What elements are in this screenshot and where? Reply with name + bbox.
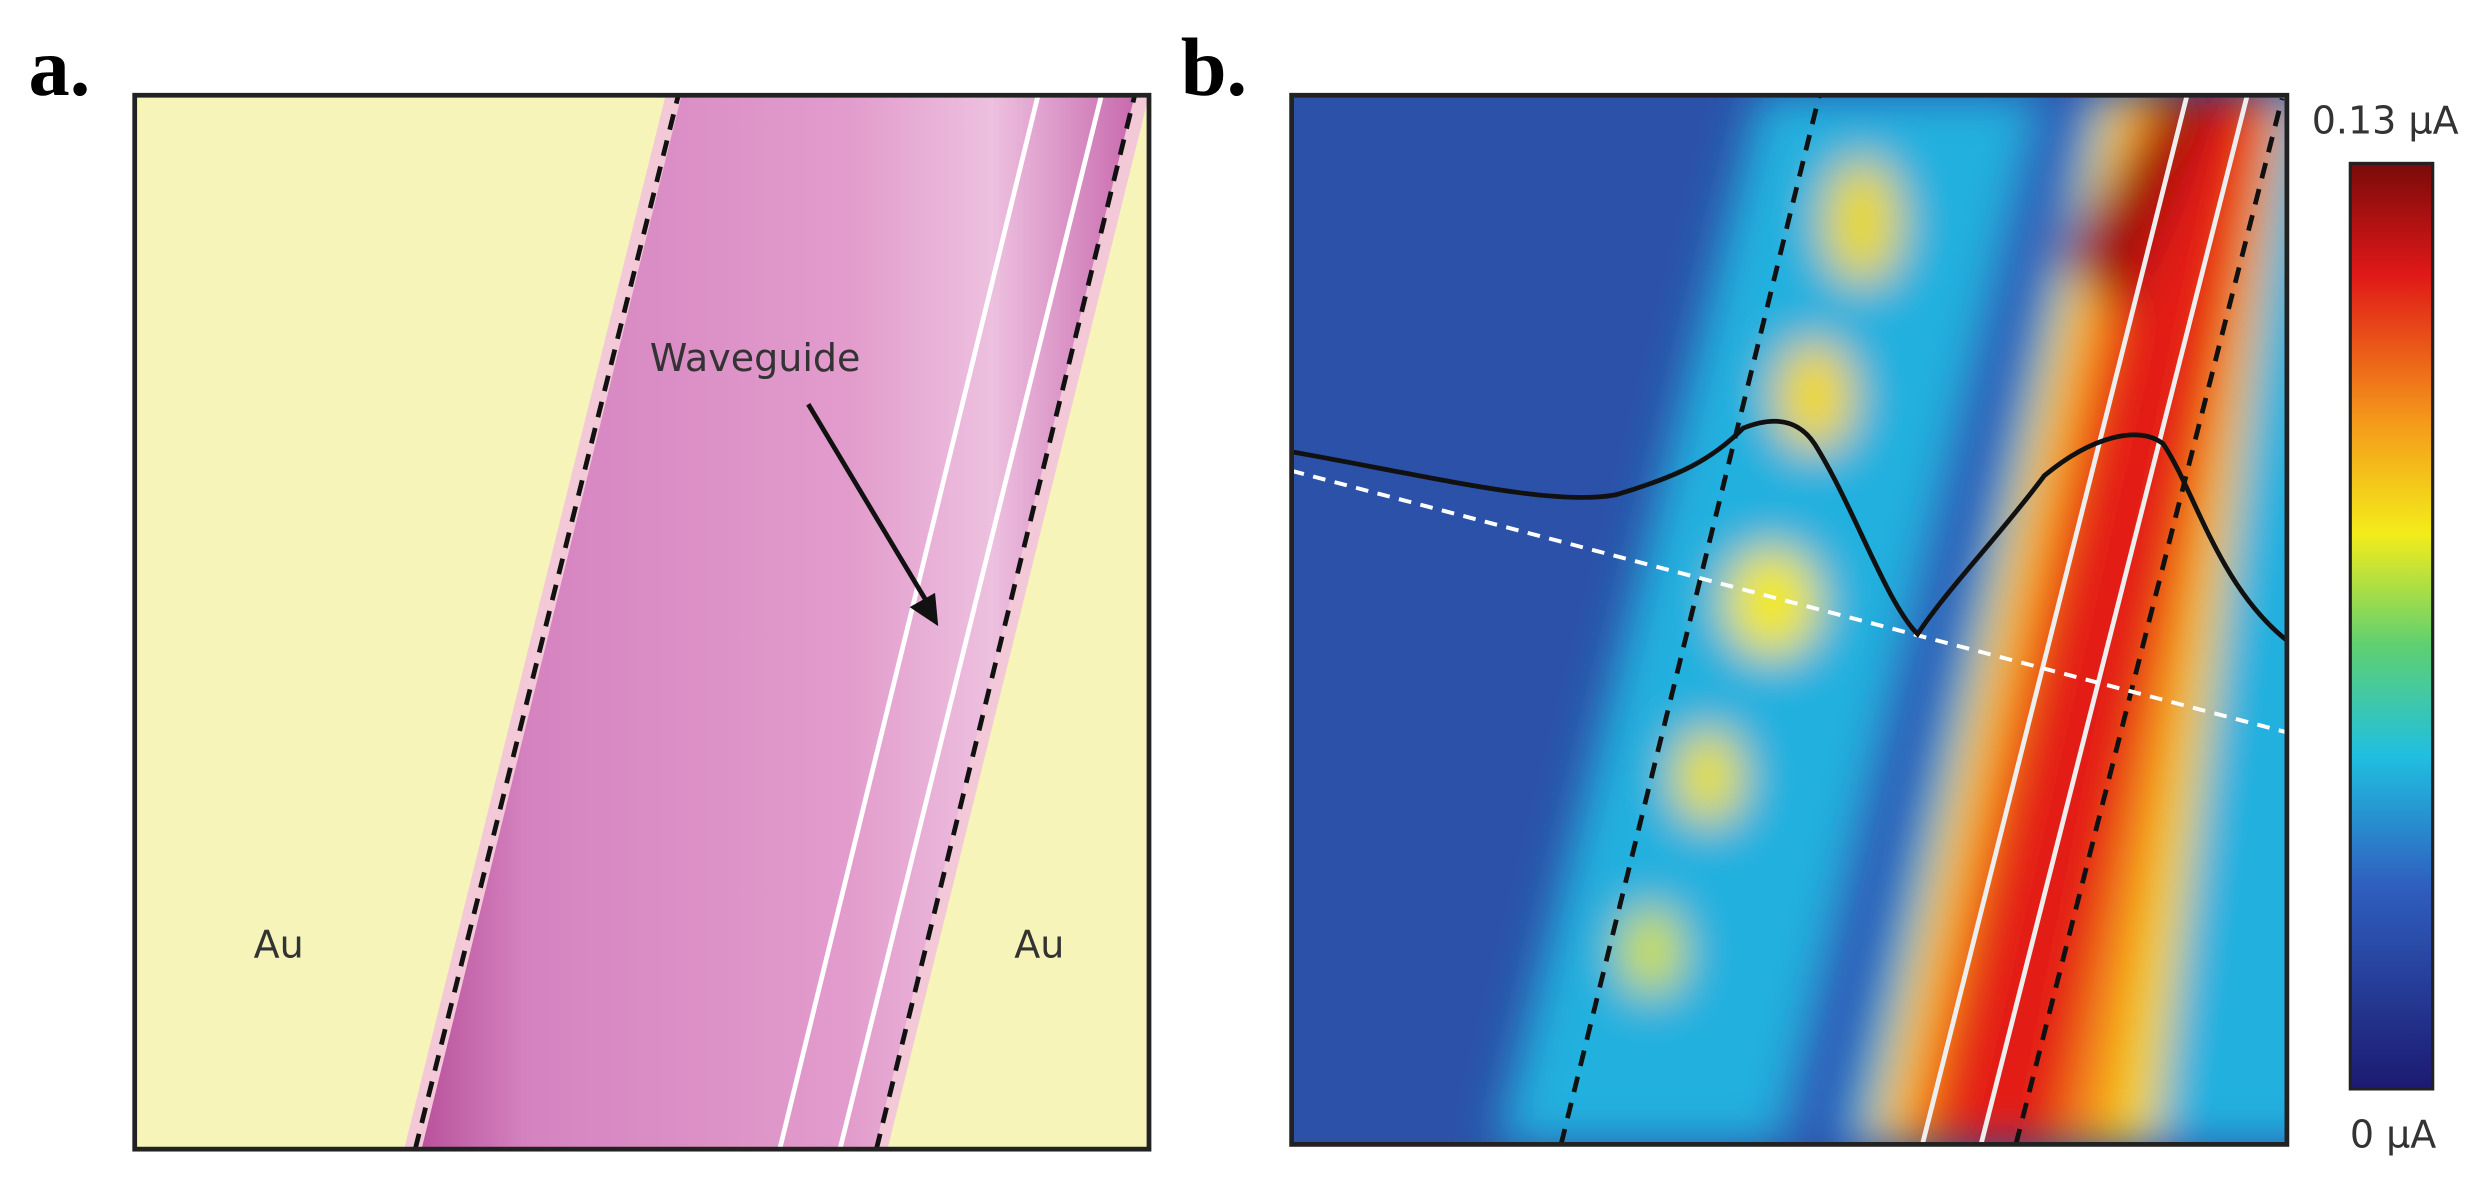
annotation: Au	[1014, 922, 1064, 966]
dashed-edge	[2013, 97, 2285, 1145]
frame	[132, 92, 1152, 1152]
waveguide-line	[777, 94, 1041, 1150]
panel-label: a.	[29, 22, 91, 113]
panel-b: 0.13 µA 0 µA	[1289, 92, 2459, 1157]
waveguide-line	[1920, 94, 2190, 1145]
dashed-edge	[1558, 94, 1822, 1145]
arrow-head	[909, 592, 939, 627]
waveguide-line	[1978, 94, 2250, 1145]
dashed-edge	[412, 94, 681, 1150]
annotation: Au	[254, 922, 304, 966]
waveguide-stripe	[421, 95, 1135, 1150]
profile-curve	[1291, 418, 2289, 643]
annotation: Waveguide	[650, 336, 861, 380]
panel-label: b.	[1181, 22, 1247, 113]
dashed-edge	[874, 94, 1138, 1150]
frame	[1289, 92, 2290, 1147]
colorbar-label: 0 µA	[2350, 1113, 2436, 1157]
panel-a: Waveguide Au Au	[132, 92, 1152, 1152]
colorbar-label: 0.13 µA	[2312, 98, 2459, 142]
arrow	[806, 403, 930, 604]
profile-cut	[1291, 468, 2288, 735]
colorbar	[2348, 161, 2435, 1091]
waveguide-line	[837, 94, 1104, 1150]
